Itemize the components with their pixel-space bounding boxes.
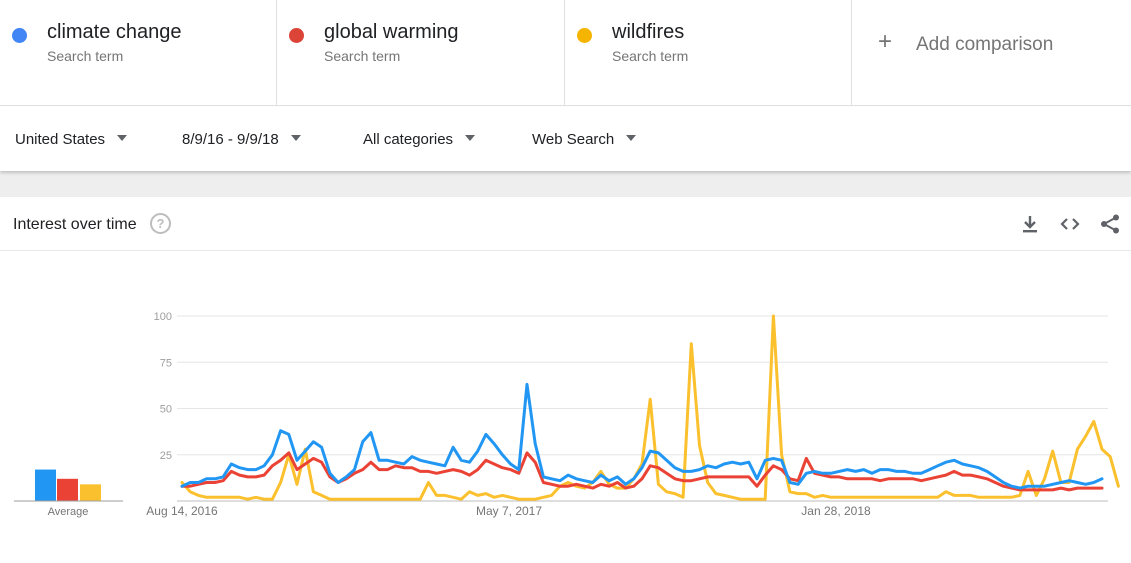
x-tick-label: Aug 14, 2016 — [146, 504, 218, 518]
category-dropdown[interactable]: All categories — [363, 131, 476, 148]
date-range-dropdown[interactable]: 8/9/16 - 9/9/18 — [182, 131, 301, 148]
y-tick-label: 75 — [160, 357, 172, 369]
series-line-climate-change — [180, 382, 1104, 490]
comparison-terms-bar: climate change Search term global warmin… — [0, 0, 1131, 106]
term-type: Search term — [324, 48, 401, 64]
add-comparison-button[interactable]: + Add comparison — [852, 0, 1131, 106]
average-bar-climate-change — [35, 469, 56, 501]
add-comparison-label: Add comparison — [916, 34, 1054, 55]
y-tick-label: 50 — [160, 404, 172, 416]
plus-icon: + — [878, 28, 893, 55]
share-icon[interactable] — [1098, 212, 1122, 236]
caret-down-icon — [626, 135, 637, 142]
average-label: Average — [48, 506, 89, 518]
category-value: All categories — [363, 131, 454, 148]
x-tick-label: Jan 28, 2018 — [801, 504, 871, 518]
interest-over-time-chart: 100 75 50 25 Aug 14, 2016 May 7, 2017 Jan 28, … — [14, 311, 1120, 518]
term-name: wildfires — [612, 21, 685, 43]
caret-down-icon — [290, 135, 301, 142]
help-icon[interactable]: ? — [150, 213, 171, 234]
search-type-dropdown[interactable]: Web Search — [532, 131, 637, 148]
date-range-value: 8/9/16 - 9/9/18 — [182, 131, 279, 148]
search-type-value: Web Search — [532, 131, 615, 148]
term-color-dot — [12, 28, 27, 43]
term-card-climate-change[interactable]: climate change Search term — [0, 0, 277, 106]
term-type: Search term — [47, 48, 124, 64]
interest-over-time-widget: Interest over time ? 100 75 50 25 Aug 14, 20… — [0, 197, 1131, 563]
filter-bar: United States 8/9/16 - 9/9/18 All catego… — [0, 107, 1131, 171]
region-value: United States — [15, 131, 106, 148]
term-card-global-warming[interactable]: global warming Search term — [277, 0, 565, 106]
download-icon[interactable] — [1018, 212, 1042, 236]
average-bar-wildfires — [80, 484, 101, 501]
x-tick-label: May 7, 2017 — [476, 504, 542, 518]
widget-header: Interest over time ? — [0, 197, 1131, 251]
term-type: Search term — [612, 48, 689, 64]
term-color-dot — [577, 28, 592, 43]
series-line-wildfires — [180, 314, 1120, 501]
term-color-dot — [289, 28, 304, 43]
caret-down-icon — [117, 135, 128, 142]
embed-icon[interactable] — [1058, 212, 1082, 236]
section-gap — [0, 171, 1131, 197]
term-card-wildfires[interactable]: wildfires Search term — [565, 0, 852, 106]
y-tick-label: 25 — [160, 450, 172, 462]
term-name: climate change — [47, 21, 182, 43]
widget-title: Interest over time — [13, 216, 137, 233]
region-dropdown[interactable]: United States — [15, 131, 128, 148]
y-tick-label: 100 — [154, 311, 172, 323]
average-bar-global-warming — [57, 478, 78, 501]
term-name: global warming — [324, 21, 459, 43]
caret-down-icon — [465, 135, 476, 142]
